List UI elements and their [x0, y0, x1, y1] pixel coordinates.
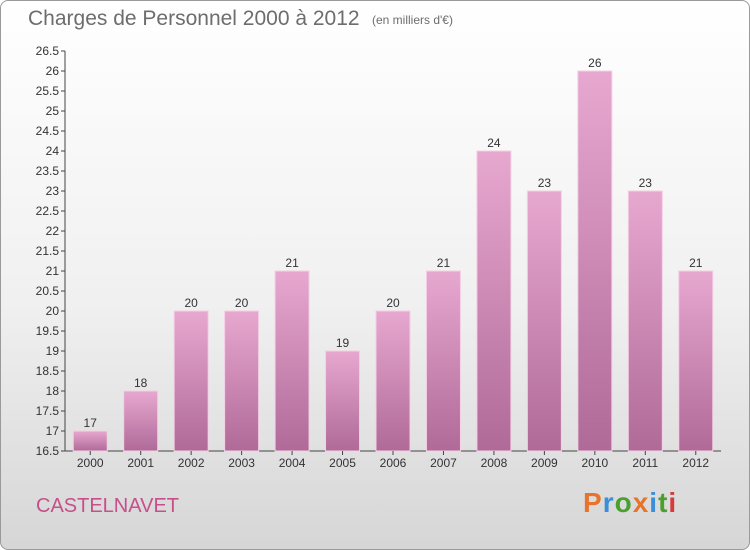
bar-group: [678, 270, 714, 452]
y-tick-label: 24: [46, 144, 60, 158]
bar-value-label: 23: [538, 176, 552, 190]
bar-group: [274, 270, 310, 452]
x-tick-label: 2008: [481, 456, 508, 470]
y-tick-label: 25.5: [36, 84, 60, 98]
y-tick-label: 23: [46, 184, 60, 198]
bar-group: [224, 310, 260, 452]
bar-group: [526, 190, 562, 452]
bar: [274, 270, 310, 452]
bar-value-label: 23: [639, 176, 653, 190]
y-tick-label: 17.5: [36, 404, 60, 418]
x-tick-label: 2001: [127, 456, 154, 470]
bar: [375, 310, 411, 452]
bar: [577, 70, 613, 452]
bar-value-label: 20: [235, 296, 249, 310]
bar-value-label: 26: [588, 56, 602, 70]
bar-group: [577, 70, 613, 452]
bar: [173, 310, 209, 452]
bar: [627, 190, 663, 452]
bar-value-label: 21: [285, 256, 299, 270]
bar-value-label: 21: [689, 256, 703, 270]
bar: [476, 150, 512, 452]
y-tick-label: 21: [46, 264, 60, 278]
brand-letter: i: [649, 487, 659, 518]
x-tick-label: 2007: [430, 456, 457, 470]
bar-group: [476, 150, 512, 452]
x-tick-label: 2004: [279, 456, 306, 470]
x-tick-label: 2005: [329, 456, 356, 470]
commune-name: CASTELNAVET: [36, 495, 179, 517]
bar-value-label: 18: [134, 376, 148, 390]
bar: [526, 190, 562, 452]
bar: [425, 270, 461, 452]
y-tick-label: 19: [46, 344, 60, 358]
y-tick-label: 26: [46, 64, 60, 78]
bar-value-label: 20: [184, 296, 198, 310]
y-tick-label: 26.5: [36, 44, 60, 58]
x-tick-label: 2006: [380, 456, 407, 470]
bar: [123, 390, 159, 452]
y-tick-label: 18.5: [36, 364, 60, 378]
bar: [72, 430, 108, 452]
brand-letter: t: [658, 487, 669, 518]
bar-group: [375, 310, 411, 452]
chart-title: Charges de Personnel 2000 à 2012: [28, 7, 360, 30]
bar-group: [627, 190, 663, 452]
y-tick-label: 17: [46, 424, 60, 438]
y-tick-label: 23.5: [36, 164, 60, 178]
bar-group: [425, 270, 461, 452]
brand-letter: r: [602, 487, 615, 518]
bar-value-label: 19: [336, 336, 350, 350]
y-tick-label: 19.5: [36, 324, 60, 338]
y-tick-label: 20.5: [36, 284, 60, 298]
chart-subtitle: (en milliers d'€): [372, 13, 453, 27]
y-tick-label: 25: [46, 104, 60, 118]
bar-group: [123, 390, 159, 452]
brand-letter: x: [632, 487, 650, 518]
bar: [325, 350, 361, 452]
x-tick-label: 2002: [178, 456, 205, 470]
bar-group: [325, 350, 361, 452]
y-tick-label: 21.5: [36, 244, 60, 258]
brand-letter: P: [583, 487, 603, 518]
bar: [678, 270, 714, 452]
bar-group: [173, 310, 209, 452]
y-tick-label: 18: [46, 384, 60, 398]
bar-value-label: 20: [386, 296, 400, 310]
brand-letter: o: [614, 487, 633, 518]
x-tick-label: 2000: [77, 456, 104, 470]
brand-letter: i: [668, 487, 678, 518]
x-tick-label: 2012: [682, 456, 709, 470]
x-tick-label: 2010: [581, 456, 608, 470]
y-tick-label: 22.5: [36, 204, 60, 218]
y-tick-label: 20: [46, 304, 60, 318]
y-tick-label: 24.5: [36, 124, 60, 138]
bar: [224, 310, 260, 452]
x-tick-label: 2009: [531, 456, 558, 470]
bar-value-label: 21: [437, 256, 451, 270]
bar-value-label: 24: [487, 136, 501, 150]
y-tick-label: 16.5: [36, 444, 60, 458]
bar-group: [72, 430, 108, 452]
x-tick-label: 2011: [632, 456, 658, 470]
brand-logo: Proxiti: [583, 487, 677, 519]
x-tick-label: 2003: [228, 456, 255, 470]
bar-value-label: 17: [84, 416, 98, 430]
y-tick-label: 22: [46, 224, 60, 238]
